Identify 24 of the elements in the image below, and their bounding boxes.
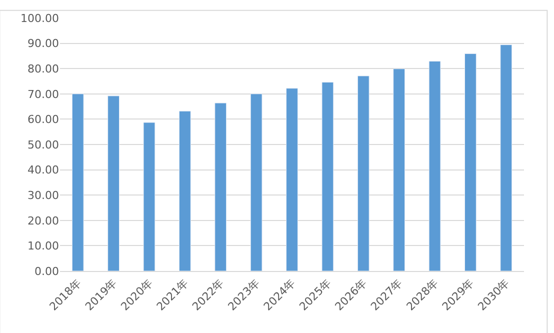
y-tick-label: 70.00 (28, 88, 59, 101)
y-tick-label: 20.00 (28, 214, 59, 228)
bar (428, 61, 441, 271)
bar (178, 110, 191, 271)
y-tick-label: 100.00 (20, 12, 59, 25)
bar (250, 94, 262, 271)
y-tick-label: 90.00 (28, 37, 59, 50)
y-tick-label: 80.00 (28, 62, 59, 76)
bar (393, 68, 406, 271)
bar (72, 94, 84, 271)
bar (464, 53, 476, 271)
y-tick-label: 30.00 (28, 188, 59, 202)
bar (214, 102, 227, 271)
bar (322, 82, 334, 271)
bar (357, 76, 370, 271)
y-tick-label: 10.00 (28, 240, 59, 253)
bar (500, 44, 512, 271)
bar (143, 122, 156, 271)
bar (108, 96, 120, 271)
y-tick-label: 0.00 (34, 264, 59, 278)
bar (286, 88, 298, 271)
y-tick-label: 40.00 (28, 164, 59, 177)
y-tick-label: 60.00 (28, 113, 59, 126)
y-tick-label: 50.00 (28, 138, 59, 152)
